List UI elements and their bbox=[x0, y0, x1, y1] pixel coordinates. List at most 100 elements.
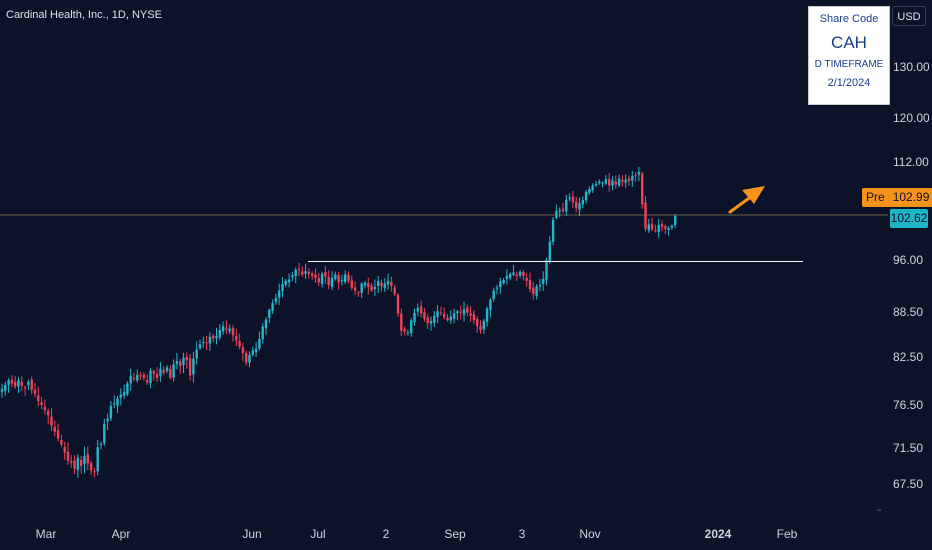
candle bbox=[637, 166, 641, 182]
candle bbox=[228, 324, 231, 335]
candle bbox=[23, 385, 27, 396]
candle bbox=[538, 278, 542, 292]
candle bbox=[641, 171, 644, 209]
y-tick-label: 76.50 bbox=[893, 398, 923, 412]
candle bbox=[116, 395, 119, 413]
candle bbox=[238, 333, 241, 350]
candle bbox=[614, 175, 617, 189]
candle bbox=[327, 270, 330, 290]
candle bbox=[241, 342, 245, 362]
candle bbox=[20, 376, 23, 391]
x-tick-label: Jun bbox=[242, 527, 261, 541]
candle bbox=[515, 271, 518, 281]
candle bbox=[307, 268, 311, 279]
candle bbox=[175, 353, 179, 370]
candle bbox=[37, 386, 40, 406]
timeframe-label: D TIMEFRAME bbox=[814, 59, 884, 70]
candle bbox=[268, 308, 271, 324]
candle bbox=[218, 323, 221, 341]
candle bbox=[132, 372, 136, 382]
time-axis[interactable]: Mar Apr Jun Jul 2 Sep 3 Nov 2024 Feb bbox=[36, 509, 881, 541]
candle bbox=[634, 171, 637, 182]
price-axis[interactable]: 130.00 120.00 112.00 96.00 88.50 82.50 76.50 71… bbox=[893, 60, 930, 491]
candle bbox=[449, 310, 452, 325]
candle bbox=[188, 353, 192, 381]
candle bbox=[542, 271, 545, 291]
candle bbox=[413, 308, 416, 326]
candle bbox=[56, 423, 60, 442]
candle bbox=[40, 396, 43, 410]
candle bbox=[353, 281, 357, 295]
candle bbox=[598, 179, 601, 185]
candle bbox=[271, 299, 274, 314]
candle bbox=[578, 197, 581, 217]
candle bbox=[621, 175, 624, 187]
candle bbox=[86, 446, 89, 471]
candle bbox=[152, 369, 155, 381]
candle bbox=[522, 269, 525, 281]
candle bbox=[667, 226, 670, 236]
candle bbox=[410, 317, 413, 337]
x-tick-label: 2 bbox=[383, 527, 390, 541]
candle bbox=[664, 224, 667, 235]
candle bbox=[60, 434, 63, 447]
candle bbox=[452, 308, 456, 324]
candle bbox=[439, 306, 443, 316]
candle bbox=[423, 308, 426, 322]
candle bbox=[545, 257, 548, 286]
candle bbox=[208, 332, 212, 351]
candle bbox=[476, 316, 479, 334]
currency-button[interactable]: USD bbox=[892, 6, 926, 26]
candle bbox=[548, 236, 551, 265]
candle bbox=[0, 383, 4, 398]
candle bbox=[334, 271, 337, 281]
candle bbox=[436, 305, 439, 324]
candle bbox=[403, 326, 406, 336]
candle bbox=[76, 454, 80, 478]
y-tick-label: 71.50 bbox=[893, 441, 923, 455]
candle bbox=[165, 365, 169, 374]
candle bbox=[459, 305, 462, 320]
candle bbox=[509, 272, 512, 281]
candle bbox=[377, 275, 380, 294]
candle bbox=[43, 399, 47, 415]
candle bbox=[320, 271, 324, 288]
x-tick-label: Sep bbox=[444, 527, 466, 541]
share-code-label: Share Code bbox=[819, 13, 879, 25]
candle bbox=[17, 376, 20, 394]
candle bbox=[644, 195, 647, 232]
candle bbox=[119, 388, 122, 406]
candle bbox=[670, 224, 674, 230]
candle bbox=[225, 320, 228, 335]
candle bbox=[380, 279, 383, 292]
candle bbox=[495, 284, 499, 295]
candle bbox=[89, 461, 93, 475]
candle bbox=[139, 372, 142, 380]
candle bbox=[179, 358, 182, 374]
candle bbox=[416, 303, 419, 317]
candle bbox=[83, 446, 86, 474]
candle bbox=[66, 442, 70, 466]
candle bbox=[314, 268, 317, 283]
x-tick-label: 2024 bbox=[705, 527, 732, 541]
candle bbox=[291, 272, 294, 282]
candle bbox=[426, 314, 429, 329]
x-tick-label: Apr bbox=[112, 527, 131, 541]
candle bbox=[565, 194, 568, 216]
candle bbox=[146, 374, 149, 385]
candle bbox=[251, 346, 254, 357]
candle bbox=[594, 180, 598, 188]
candle bbox=[254, 342, 258, 357]
candle bbox=[575, 196, 578, 213]
pre-label: Pre bbox=[866, 190, 885, 204]
candle bbox=[304, 263, 307, 279]
candle bbox=[674, 214, 677, 229]
candle bbox=[215, 327, 218, 345]
candle bbox=[588, 186, 591, 196]
candle bbox=[274, 293, 278, 305]
candle bbox=[63, 441, 66, 460]
x-tick-label: Feb bbox=[777, 527, 798, 541]
date-label: 2/1/2024 bbox=[827, 77, 871, 89]
candle bbox=[650, 217, 654, 232]
